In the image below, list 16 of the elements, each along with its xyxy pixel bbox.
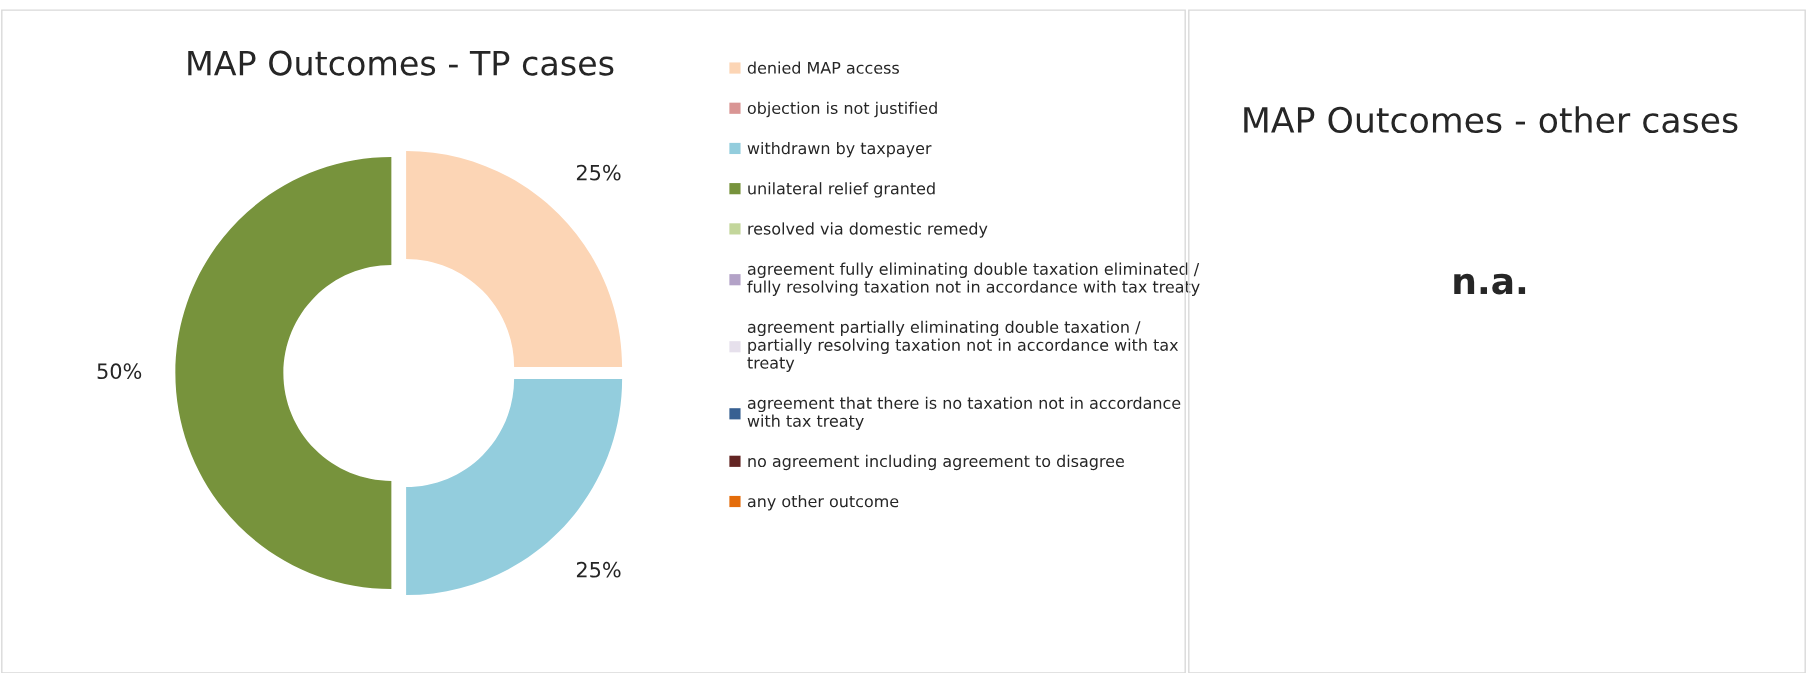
legend-label: denied MAP access	[747, 61, 899, 74]
legend-label: no agreement including agreement to disagree	[748, 454, 1124, 471]
legend-label: resolved via domestic remedy	[748, 222, 988, 238]
legend-label: any other outcome	[747, 494, 899, 511]
legend-label: objection is not justified	[747, 101, 937, 118]
legend-label: agreement that there is no taxation not in accordance with tax treaty	[747, 396, 1181, 430]
data-label: 50%	[97, 363, 142, 380]
legend-label: withdrawn by taxpayer	[747, 141, 932, 158]
data-label: 25%	[576, 164, 621, 181]
chart-title: MAP Outcomes - TP cases	[188, 50, 614, 76]
text: n.a.	[1454, 273, 1526, 295]
legend-label: unilateral relief granted	[748, 182, 935, 198]
legend-label: agreement partially eliminating double taxation / partially resolving taxation not in accordance with tax treaty	[747, 320, 1179, 372]
data-label: 25%	[576, 561, 621, 578]
text: MAP Outcomes - other cases	[1244, 106, 1738, 134]
legend-label: agreement fully eliminating double taxation eliminated / fully resolving taxation not in accordance with tax treaty	[747, 262, 1200, 296]
